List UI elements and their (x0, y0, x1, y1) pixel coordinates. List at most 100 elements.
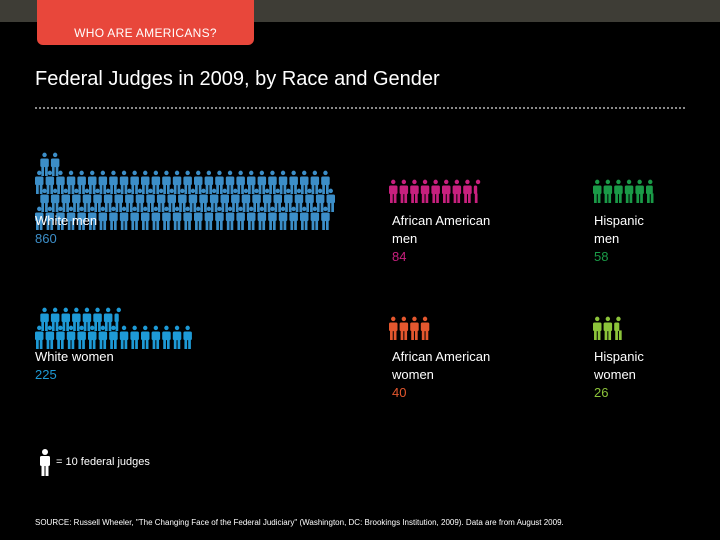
person-icon (66, 170, 76, 194)
person-icon (315, 188, 325, 212)
person-icon (183, 325, 192, 349)
person-icon (300, 206, 309, 230)
label-white-men-name: White men (35, 213, 98, 228)
label-aa-men-line1: African American (392, 213, 491, 228)
person-icon (130, 170, 139, 194)
section-tab-label: WHO ARE AMERICANS? (74, 26, 217, 40)
label-aa-women: African American women 40 (392, 348, 490, 402)
person-icon (72, 188, 81, 212)
person-icon (114, 307, 121, 331)
person-icon (77, 325, 86, 349)
person-icon (61, 188, 70, 212)
person-icon (257, 170, 267, 194)
pictograph-group-african-american-women (389, 316, 430, 340)
person-icon (151, 206, 161, 230)
person-icon (82, 188, 92, 212)
pictograph-group-hispanic-women (593, 316, 622, 340)
person-icon (77, 206, 86, 230)
person-icon (310, 206, 320, 230)
person-icon (45, 325, 55, 349)
person-icon (310, 170, 320, 194)
person-icon (146, 188, 155, 212)
person-icon (66, 206, 76, 230)
legend-text: = 10 federal judges (56, 456, 150, 468)
person-icon (82, 307, 92, 331)
person-icon (603, 179, 613, 203)
person-icon (452, 179, 462, 203)
person-icon (35, 206, 44, 230)
person-icon (114, 188, 123, 212)
person-icon (50, 307, 60, 331)
person-icon (420, 179, 430, 203)
person-icon (103, 307, 113, 331)
person-icon (40, 152, 49, 176)
person-icon (40, 307, 49, 331)
section-tab: WHO ARE AMERICANS? (37, 0, 254, 45)
person-icon (56, 206, 65, 230)
person-icon (40, 188, 49, 212)
person-icon (204, 170, 214, 194)
person-icon (252, 188, 261, 212)
person-icon (199, 188, 208, 212)
person-icon (141, 170, 150, 194)
person-icon (109, 325, 118, 349)
person-icon (473, 179, 481, 203)
person-icon (431, 179, 440, 203)
label-hispanic-women-line1: Hispanic (594, 349, 644, 364)
person-icon (236, 170, 245, 194)
person-icon (624, 179, 634, 203)
person-icon (215, 206, 224, 230)
person-icon (172, 325, 182, 349)
person-icon (268, 170, 277, 194)
person-icon (614, 179, 623, 203)
person-icon (220, 188, 229, 212)
person-icon (50, 188, 60, 212)
person-icon (399, 179, 409, 203)
label-hispanic-men-line1: Hispanic (594, 213, 644, 228)
person-icon (93, 188, 102, 212)
person-icon (614, 316, 622, 340)
person-icon (156, 188, 166, 212)
person-icon (141, 206, 150, 230)
person-icon (98, 325, 108, 349)
label-hispanic-women: Hispanic women 26 (594, 348, 644, 402)
label-white-men: White men 860 (35, 212, 97, 248)
person-icon (289, 170, 298, 194)
page-title: Federal Judges in 2009, by Race and Gend… (35, 68, 440, 90)
person-icon (209, 188, 219, 212)
label-white-women-name: White women (35, 349, 114, 364)
person-icon (420, 316, 430, 340)
person-icon (194, 170, 203, 194)
pictograph-group-african-american-men (389, 179, 481, 203)
person-icon (119, 206, 129, 230)
legend-person-icon (40, 449, 50, 476)
person-icon (188, 188, 198, 212)
person-icon (61, 307, 70, 331)
person-icon (183, 206, 192, 230)
person-icon (635, 179, 644, 203)
pictograph-group-white-men (35, 152, 335, 230)
person-icon (442, 179, 451, 203)
person-icon (273, 188, 282, 212)
person-icon (98, 170, 108, 194)
person-icon (56, 170, 65, 194)
person-icon (247, 170, 256, 194)
person-icon (268, 206, 277, 230)
label-hispanic-men-value: 58 (594, 249, 609, 264)
person-icon (172, 206, 182, 230)
person-icon (162, 206, 171, 230)
person-icon (225, 206, 235, 230)
person-icon (289, 206, 298, 230)
person-icon (236, 206, 245, 230)
label-aa-women-value: 40 (392, 385, 407, 400)
source-note: SOURCE: Russell Wheeler, "The Changing F… (35, 518, 564, 527)
person-icon (410, 316, 419, 340)
person-icon (262, 188, 272, 212)
person-icon (284, 188, 293, 212)
person-icon (389, 179, 398, 203)
person-icon (88, 170, 97, 194)
person-icon (463, 179, 472, 203)
person-icon (204, 206, 214, 230)
label-white-men-value: 860 (35, 231, 57, 246)
